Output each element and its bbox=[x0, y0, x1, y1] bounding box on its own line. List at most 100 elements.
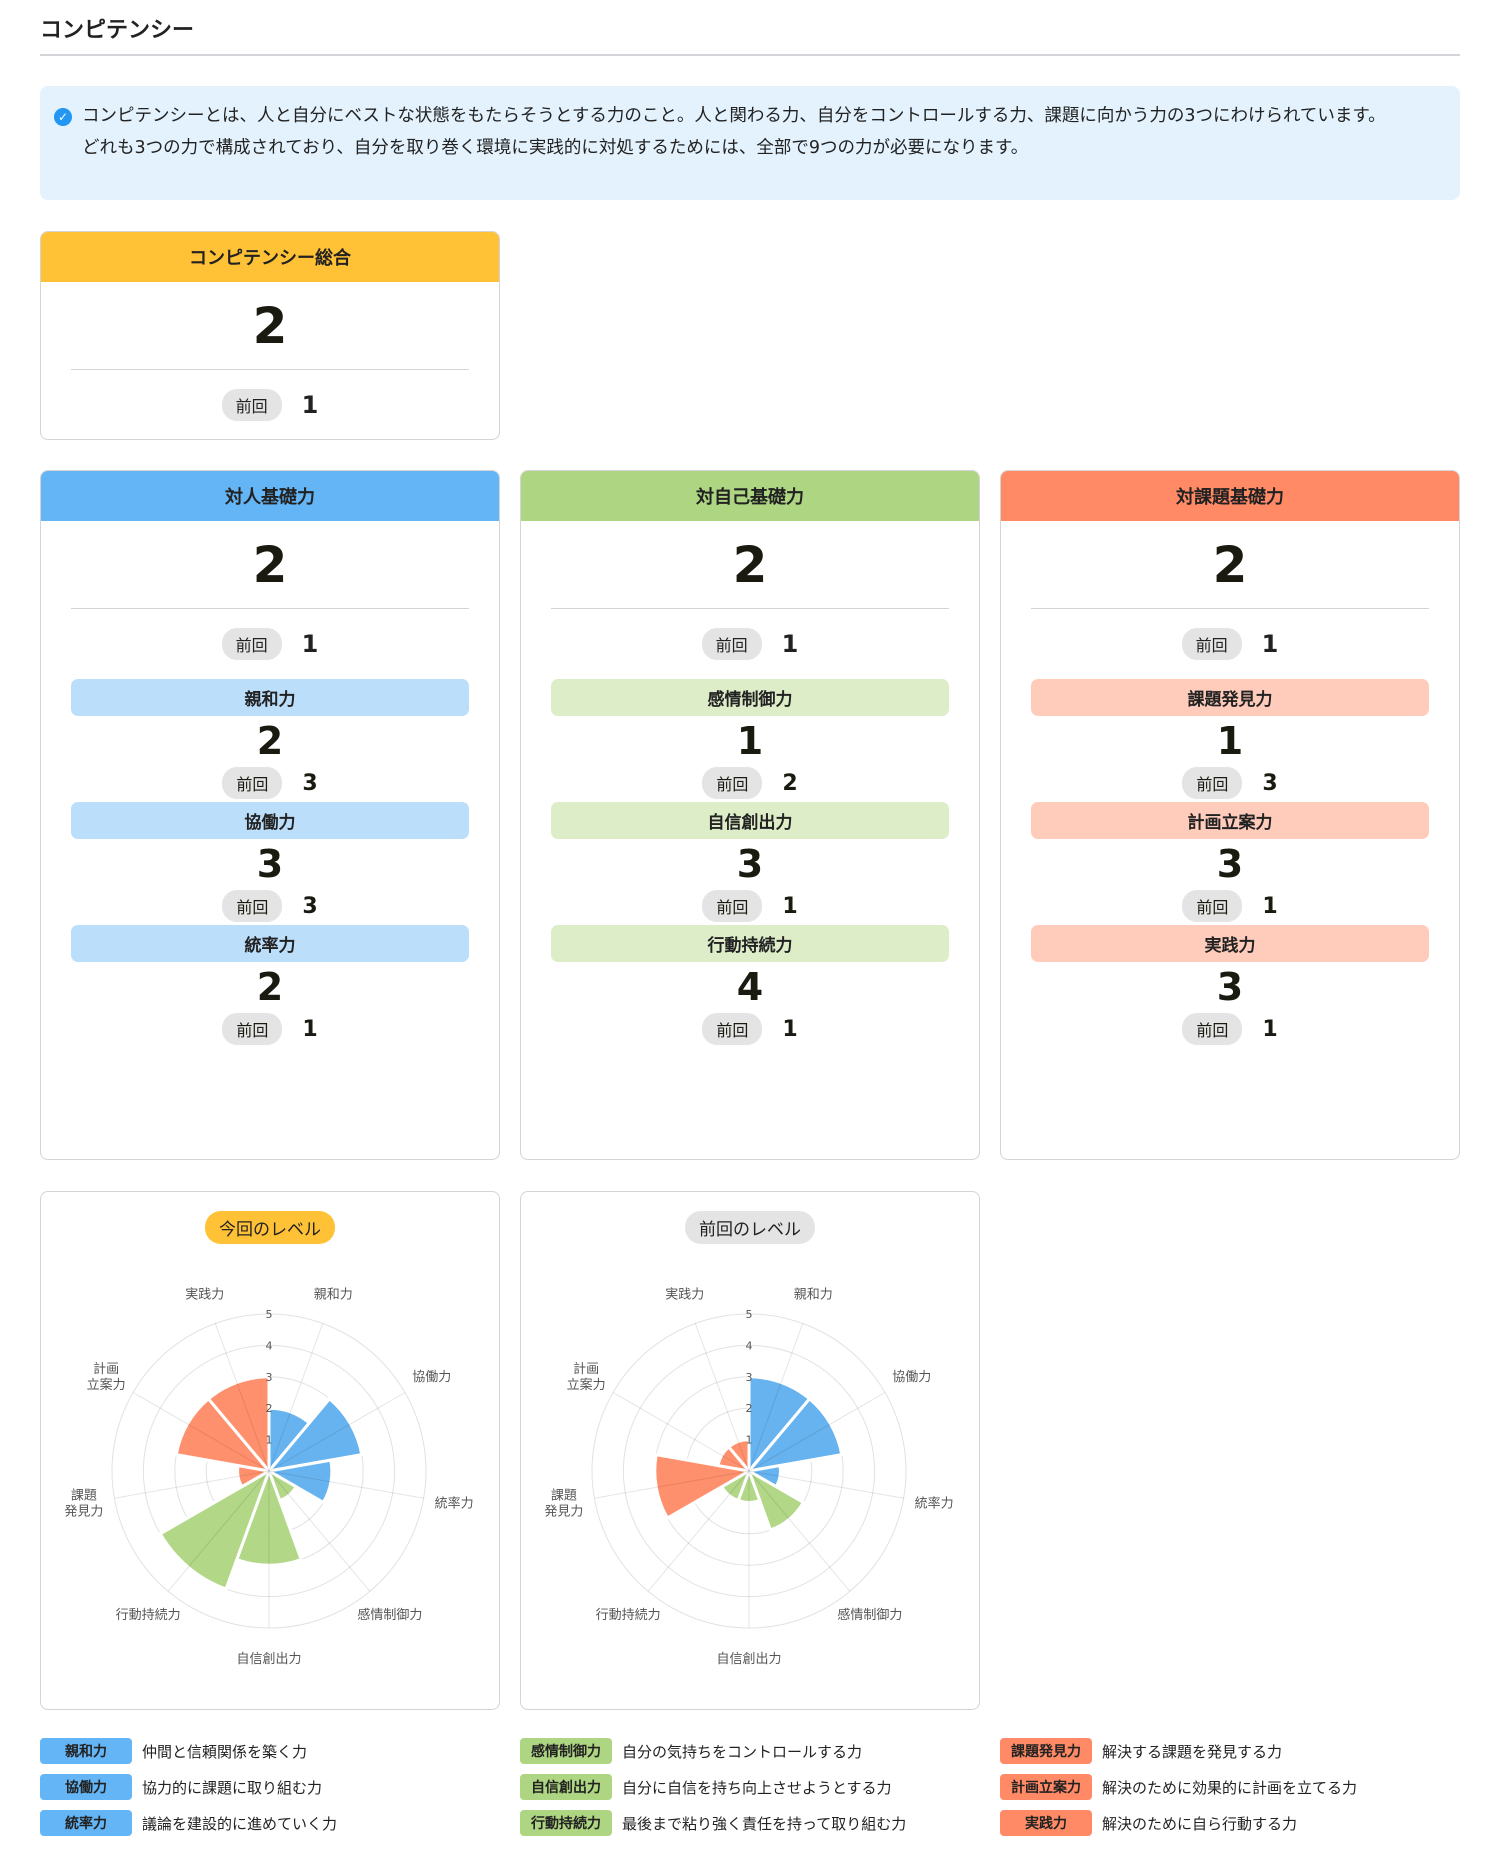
legend-item: 計画立案力 解決のために効果的に計画を立てる力 bbox=[1000, 1774, 1357, 1800]
total-value: 2 bbox=[71, 282, 469, 370]
prev-value: 1 bbox=[1262, 1016, 1278, 1042]
legend-item: 親和力 仲間と信頼関係を築く力 bbox=[40, 1738, 307, 1764]
legend-label: 感情制御力 bbox=[520, 1738, 612, 1764]
tick-label: 3 bbox=[746, 1371, 753, 1384]
skill-prev: 前回 1 bbox=[1182, 1013, 1278, 1045]
legend-label: 親和力 bbox=[40, 1738, 132, 1764]
prev-badge: 前回 bbox=[1182, 1013, 1243, 1045]
skill-prev: 前回 3 bbox=[1182, 767, 1278, 799]
prev-badge: 前回 bbox=[222, 767, 283, 799]
polar-segment bbox=[746, 1467, 806, 1532]
skill-value: 1 bbox=[1216, 719, 1244, 763]
axis-label: 親和力 bbox=[314, 1287, 353, 1302]
skill-score: 4 前回 1 bbox=[521, 962, 979, 1048]
category-card: 対人基礎力 2 前回 1 親和力 2 前回 3 協働力 3 前回 3 統率力 2 前回 1 bbox=[40, 470, 500, 1160]
skill-prev: 前回 1 bbox=[702, 890, 798, 922]
axis-label: 自信創出力 bbox=[716, 1652, 781, 1667]
skill-score: 2 前回 1 bbox=[41, 962, 499, 1048]
angle-line bbox=[132, 1392, 270, 1472]
skill-header: 自信創出力 bbox=[551, 802, 949, 839]
angle-line bbox=[647, 1470, 750, 1592]
skill-prev: 前回 1 bbox=[702, 1013, 798, 1045]
angle-line bbox=[214, 1323, 270, 1472]
angle-line bbox=[268, 1470, 371, 1592]
tick-label: 4 bbox=[746, 1339, 753, 1352]
prev-badge: 前回 bbox=[221, 389, 282, 421]
axis-label: 実践力 bbox=[185, 1286, 224, 1302]
legend-label: 行動持続力 bbox=[520, 1810, 612, 1836]
current-level-chart: 今回のレベル 1 2 3 4 5 親和力 協働力 統率力 感情制御力 自信創出力 行動持続力 課題発見… bbox=[40, 1191, 500, 1710]
angle-line bbox=[748, 1392, 886, 1472]
category-value: 2 bbox=[1031, 521, 1429, 609]
skill-header: 協働力 bbox=[71, 802, 469, 839]
skill-prev: 前回 2 bbox=[702, 767, 798, 799]
tick-label: 2 bbox=[266, 1402, 273, 1415]
angle-line bbox=[114, 1470, 270, 1499]
polar-segment bbox=[726, 1438, 751, 1476]
skill-prev: 前回 3 bbox=[222, 767, 318, 799]
skill-score: 3 前回 1 bbox=[1001, 839, 1459, 925]
skill-score: 3 前回 1 bbox=[1001, 962, 1459, 1048]
skill-score: 3 前回 3 bbox=[41, 839, 499, 925]
legend-label: 計画立案力 bbox=[1000, 1774, 1092, 1800]
legend-label: 自信創出力 bbox=[520, 1774, 612, 1800]
axis-label: 課題発見力 bbox=[64, 1488, 103, 1520]
total-card: コンピテンシー総合 2 前回 1 bbox=[40, 231, 500, 440]
skill-prev: 前回 3 bbox=[222, 890, 318, 922]
angle-line bbox=[748, 1470, 904, 1499]
chart-title: 今回のレベル bbox=[205, 1211, 335, 1244]
legend-item: 統率力 議論を建設的に進めていく力 bbox=[40, 1810, 337, 1836]
prev-value: 1 bbox=[781, 630, 799, 658]
angle-line bbox=[612, 1392, 750, 1472]
skill-value: 3 bbox=[1216, 842, 1244, 886]
polar-segment bbox=[158, 1467, 272, 1591]
tick-label: 1 bbox=[746, 1434, 753, 1447]
prev-value: 3 bbox=[302, 893, 318, 919]
tick-label: 3 bbox=[266, 1371, 273, 1384]
category-header: 対人基礎力 bbox=[41, 471, 499, 521]
polar-segment bbox=[745, 1396, 844, 1474]
angle-line bbox=[594, 1470, 750, 1499]
legend-desc: 解決のために効果的に計画を立てる力 bbox=[1102, 1778, 1358, 1797]
grid-ring bbox=[591, 1313, 907, 1629]
prev-badge: 前回 bbox=[222, 1013, 283, 1045]
skill-value: 2 bbox=[256, 965, 284, 1009]
skill-header: 統率力 bbox=[71, 925, 469, 962]
angle-line bbox=[268, 1323, 324, 1472]
legend-item: 協働力 協力的に課題に取り組む力 bbox=[40, 1774, 322, 1800]
skill-value: 3 bbox=[1216, 965, 1244, 1009]
skill-header: 感情制御力 bbox=[551, 679, 949, 716]
prev-badge: 前回 bbox=[701, 628, 762, 660]
polar-segment bbox=[653, 1452, 754, 1521]
skill-score: 3 前回 1 bbox=[521, 839, 979, 925]
legend-label: 課題発見力 bbox=[1000, 1738, 1092, 1764]
legend-item: 行動持続力 最後まで粘り強く責任を持って取り組む力 bbox=[520, 1810, 906, 1836]
category-card: 対課題基礎力 2 前回 1 課題発見力 1 前回 3 計画立案力 3 前回 1 実践力 3 前回 1 bbox=[1000, 470, 1460, 1160]
prev-value: 1 bbox=[302, 1016, 318, 1042]
category-header: 対自己基礎力 bbox=[521, 471, 979, 521]
category-prev: 前回 1 bbox=[41, 609, 499, 679]
axis-label: 自信創出力 bbox=[236, 1652, 301, 1667]
axis-label: 協働力 bbox=[892, 1370, 931, 1385]
prev-badge: 前回 bbox=[702, 1013, 763, 1045]
legend-item: 課題発見力 解決する課題を発見する力 bbox=[1000, 1738, 1282, 1764]
grid-ring bbox=[622, 1344, 876, 1598]
polar-segment bbox=[265, 1396, 364, 1474]
axis-label: 感情制御力 bbox=[837, 1607, 902, 1623]
prev-badge: 前回 bbox=[222, 890, 283, 922]
skill-value: 3 bbox=[256, 842, 284, 886]
prev-value: 2 bbox=[782, 770, 798, 796]
prev-value: 3 bbox=[1262, 770, 1278, 796]
legend-desc: 解決のために自ら行動する力 bbox=[1102, 1814, 1298, 1833]
legend-label: 協働力 bbox=[40, 1774, 132, 1800]
skill-value: 2 bbox=[256, 719, 284, 763]
skill-value: 4 bbox=[736, 965, 764, 1009]
axis-label: 実践力 bbox=[665, 1286, 704, 1302]
grid-ring bbox=[111, 1313, 427, 1629]
skill-prev: 前回 1 bbox=[222, 1013, 318, 1045]
info-text-2: どれも3つの力で構成されており、自分を取り巻く環境に実践的に対処するためには、全… bbox=[82, 138, 1029, 158]
axis-label: 統率力 bbox=[435, 1496, 474, 1512]
polar-segment bbox=[206, 1375, 271, 1476]
